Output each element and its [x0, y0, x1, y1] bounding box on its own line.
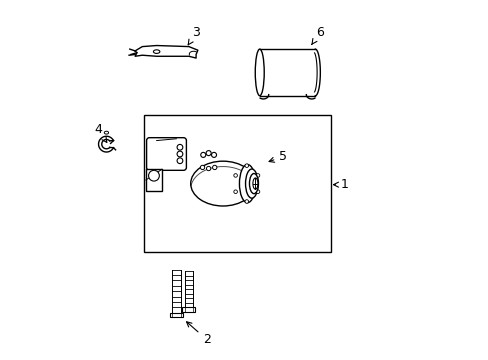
Circle shape: [256, 174, 259, 177]
Text: 5: 5: [268, 150, 286, 163]
Circle shape: [177, 144, 183, 150]
Polygon shape: [135, 45, 198, 58]
Text: 3: 3: [188, 27, 200, 45]
Circle shape: [206, 150, 211, 156]
Text: 1: 1: [333, 178, 348, 191]
Ellipse shape: [153, 50, 160, 53]
Text: 4: 4: [94, 123, 106, 143]
Circle shape: [201, 152, 205, 157]
Ellipse shape: [148, 170, 159, 181]
Ellipse shape: [249, 174, 258, 194]
Circle shape: [244, 200, 248, 203]
Circle shape: [206, 166, 210, 171]
Circle shape: [177, 158, 183, 163]
Circle shape: [177, 151, 183, 157]
Ellipse shape: [239, 165, 255, 203]
FancyBboxPatch shape: [146, 138, 186, 170]
Circle shape: [212, 165, 217, 170]
Bar: [182, 307, 195, 312]
Circle shape: [233, 190, 237, 194]
Ellipse shape: [252, 178, 257, 189]
Circle shape: [200, 165, 204, 170]
Circle shape: [233, 174, 237, 177]
Text: 2: 2: [186, 322, 210, 346]
Ellipse shape: [245, 169, 258, 198]
Circle shape: [244, 164, 248, 167]
Ellipse shape: [255, 49, 264, 96]
Ellipse shape: [104, 131, 108, 134]
Circle shape: [211, 152, 216, 157]
Bar: [169, 313, 183, 318]
Bar: [145, 169, 162, 191]
Circle shape: [256, 190, 259, 194]
Bar: [144, 116, 330, 252]
Ellipse shape: [190, 161, 255, 206]
Text: 6: 6: [311, 27, 323, 45]
